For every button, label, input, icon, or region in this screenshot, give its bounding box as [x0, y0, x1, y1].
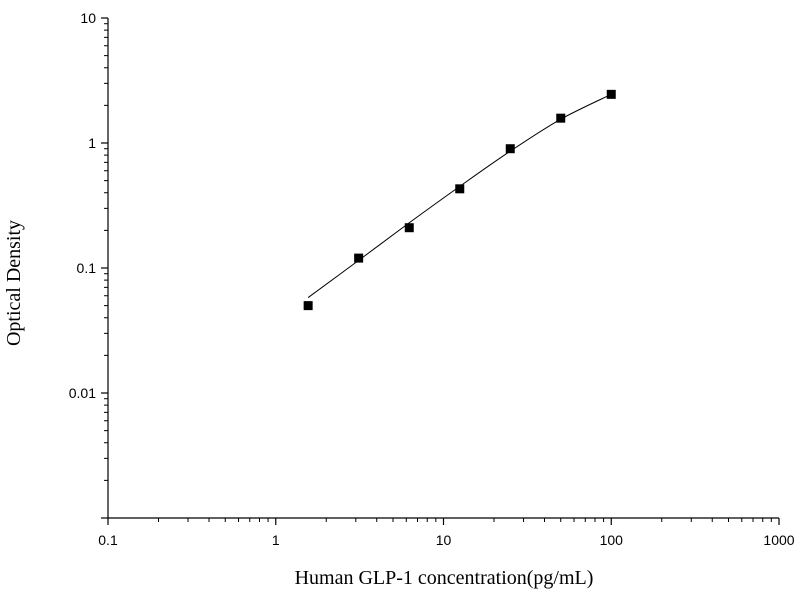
x-tick-label: 100 — [600, 532, 624, 548]
x-tick-label: 0.1 — [98, 532, 118, 548]
data-point — [606, 89, 616, 99]
x-tick-label: 1 — [272, 532, 280, 548]
y-tick-label: 1 — [88, 135, 96, 151]
y-tick-label: 0.1 — [77, 260, 97, 276]
y-tick-label: 10 — [80, 10, 96, 26]
data-point — [505, 144, 515, 154]
data-point — [303, 301, 313, 311]
fit-curve — [307, 93, 612, 298]
data-point — [556, 113, 566, 123]
x-tick-label: 1000 — [763, 532, 794, 548]
y-axis-title: Optical Density — [3, 220, 25, 346]
data-point — [455, 184, 465, 194]
x-tick-label: 10 — [436, 532, 452, 548]
data-point — [354, 253, 364, 263]
y-tick-label: 0.01 — [69, 385, 96, 401]
plot-area: 0.1 1 10 100 1000 0.01 0.1 1 10 — [69, 10, 795, 548]
x-axis-title: Human GLP-1 concentration(pg/mL) — [295, 567, 594, 589]
data-point — [404, 223, 414, 233]
